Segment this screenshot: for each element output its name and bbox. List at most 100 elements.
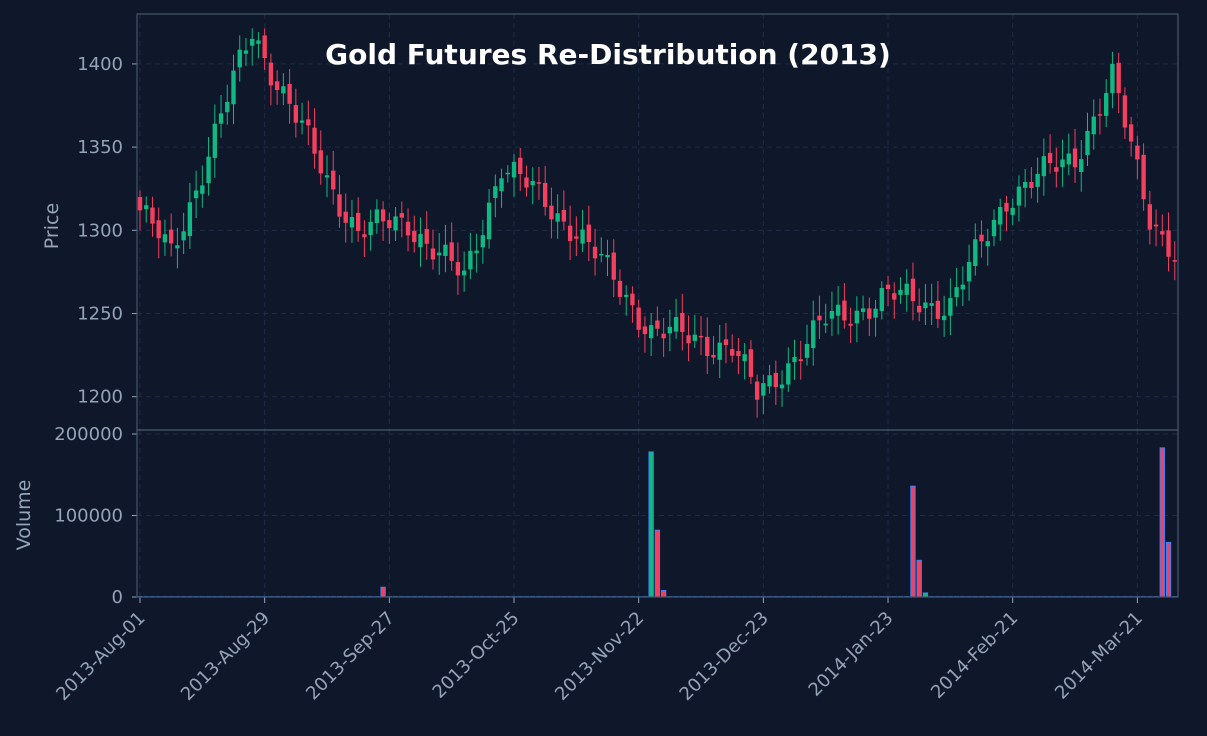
candle-body <box>387 220 392 229</box>
candle-body <box>736 351 741 357</box>
candle-body <box>561 209 567 222</box>
volume-tick-label: 0 <box>112 587 123 608</box>
candle-body <box>530 181 535 186</box>
candle-body <box>455 262 461 276</box>
candle-body <box>842 300 847 321</box>
candle-body <box>368 221 373 236</box>
candle-body <box>268 62 274 86</box>
candle-body <box>349 216 355 228</box>
candle-body <box>1054 167 1059 172</box>
candle-body <box>748 349 754 377</box>
candle-body <box>256 40 261 44</box>
price-tick-label: 1300 <box>77 220 123 241</box>
candle-body <box>299 120 305 123</box>
volume-bar <box>648 451 654 598</box>
volume-bar <box>654 529 661 598</box>
candle-body <box>904 283 909 295</box>
candle-body <box>480 235 486 248</box>
candle-body <box>786 363 791 385</box>
candle-body <box>518 157 523 175</box>
candle-body <box>1085 130 1090 156</box>
candle-body <box>767 375 772 387</box>
volume-tick-label: 100000 <box>54 506 123 527</box>
candle-body <box>885 284 891 290</box>
candle-body <box>779 384 785 389</box>
candle-body <box>1135 145 1140 160</box>
candle-body <box>754 381 760 400</box>
candle-body <box>698 335 704 338</box>
candle-body <box>705 336 710 357</box>
candle-body <box>574 236 579 239</box>
candle-body <box>511 161 517 178</box>
candle-body <box>624 294 629 297</box>
candle-body <box>1022 182 1028 188</box>
candle-body <box>443 244 448 256</box>
candle-body <box>1060 159 1065 168</box>
candle-body <box>225 101 230 113</box>
candle-body <box>393 216 398 231</box>
price-candles <box>137 28 1177 418</box>
candle-body <box>929 303 934 306</box>
candle-body <box>1128 124 1134 142</box>
candle-body <box>331 170 336 190</box>
candle-body <box>848 323 853 326</box>
candle-body <box>711 354 716 358</box>
candle-body <box>168 229 174 244</box>
candle-body <box>287 83 292 104</box>
candle-body <box>274 81 280 91</box>
candle-body <box>175 245 180 249</box>
price-tick-label: 1350 <box>77 137 123 158</box>
candle-body <box>592 246 598 259</box>
candle-body <box>1004 202 1009 212</box>
candle-body <box>648 325 654 339</box>
candle-body <box>1091 116 1096 135</box>
candle-body <box>474 250 479 254</box>
candle-body <box>468 250 473 270</box>
candle-body <box>461 270 467 276</box>
candle-body <box>380 209 386 222</box>
candle-body <box>312 127 317 154</box>
candle-body <box>761 383 766 396</box>
candle-body <box>150 207 155 224</box>
candle-body <box>686 335 691 344</box>
candle-body <box>567 225 573 242</box>
candle-body <box>923 302 928 309</box>
candle-body <box>449 242 454 261</box>
candle-body <box>137 197 143 211</box>
candle-body <box>985 241 990 247</box>
candle-body <box>399 213 404 218</box>
candle-body <box>642 326 648 335</box>
candle-body <box>960 284 966 290</box>
candle-body <box>237 49 242 68</box>
candle-body <box>636 307 641 330</box>
candle-body <box>667 326 673 334</box>
candle-body <box>206 156 211 184</box>
candle-body <box>829 311 835 319</box>
candle-body <box>617 280 623 297</box>
volume-tick-label: 200000 <box>54 424 123 445</box>
candle-body <box>1172 260 1177 262</box>
price-axis-label: Price <box>41 203 63 249</box>
candle-body <box>1104 93 1109 116</box>
candle-body <box>549 205 554 220</box>
candle-body <box>1110 63 1115 94</box>
candle-body <box>156 220 161 239</box>
candle-body <box>493 186 498 198</box>
candle-body <box>1097 114 1103 116</box>
candle-body <box>418 234 423 248</box>
volume-bar <box>660 589 667 598</box>
candle-body <box>424 229 429 244</box>
candle-body <box>1147 204 1153 230</box>
candle-body <box>162 234 168 243</box>
candle-body <box>324 175 330 178</box>
candle-body <box>187 202 193 237</box>
candle-body <box>318 150 323 174</box>
chart-title: Gold Futures Re-Distribution (2013) <box>325 38 891 71</box>
candle-body <box>661 333 666 339</box>
candle-body <box>804 343 810 358</box>
candle-body <box>723 339 729 346</box>
candle-body <box>181 231 186 241</box>
candle-body <box>586 224 591 243</box>
candle-body <box>792 356 797 363</box>
